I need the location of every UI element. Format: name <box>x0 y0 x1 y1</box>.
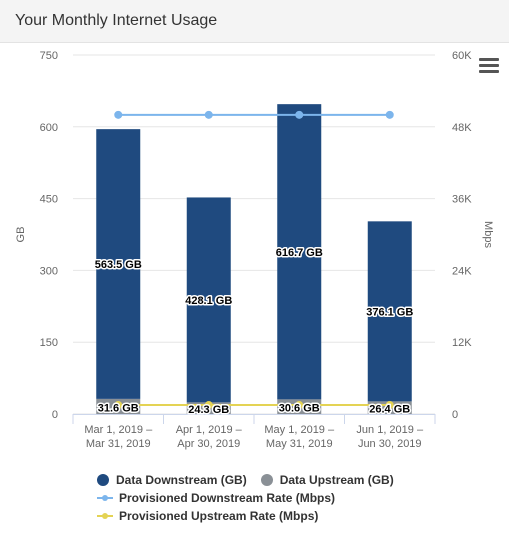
x-tick-label: Jun 30, 2019 <box>358 438 422 450</box>
point-provisioned-downstream <box>114 110 123 119</box>
y-tick-label: 450 <box>40 194 58 206</box>
y2-tick-label: 36K <box>452 194 472 206</box>
x-tick-label: May 1, 2019 – <box>264 424 335 436</box>
data-label-downstream: 616.7 GB <box>276 247 323 259</box>
legend-symbol-prov-up <box>97 510 113 522</box>
y2-axis-title: Mbps <box>482 221 494 248</box>
chart-legend: Data Downstream (GB) Data Upstream (GB) … <box>97 471 477 525</box>
legend-symbol-downstream <box>97 474 109 486</box>
point-provisioned-upstream <box>114 401 123 410</box>
x-tick-label: Mar 1, 2019 – <box>84 424 153 436</box>
data-label-downstream-halo: 563.5 GB <box>95 259 142 271</box>
data-label-downstream-halo: 428.1 GB <box>185 295 232 307</box>
data-label-downstream: 563.5 GB <box>95 259 142 271</box>
y2-tick-label: 60K <box>452 50 472 62</box>
point-provisioned-downstream <box>204 110 213 119</box>
point-provisioned-downstream <box>295 110 304 119</box>
legend-item-provisioned-downstream[interactable]: Provisioned Downstream Rate (Mbps) <box>97 491 335 505</box>
chart-title: Your Monthly Internet Usage <box>15 12 218 29</box>
point-provisioned-upstream <box>295 401 304 410</box>
y-tick-label: 150 <box>40 337 58 349</box>
y2-tick-label: 12K <box>452 337 472 349</box>
point-provisioned-upstream <box>204 401 213 410</box>
y-tick-label: 750 <box>40 50 58 62</box>
bar-data-downstream <box>367 221 412 402</box>
data-label-upstream-halo: 26.4 GB <box>369 404 410 416</box>
data-label-upstream-halo: 24.3 GB <box>188 404 229 416</box>
data-label-upstream-halo: 30.6 GB <box>279 403 320 415</box>
usage-chart: 0 150 300 450 600 750 0 12K 24K 36K 48K 60K GB Mbps Ma… <box>15 50 494 450</box>
y2-tick-label: 24K <box>452 265 472 277</box>
data-label-downstream-halo: 616.7 GB <box>276 247 323 259</box>
legend-symbol-upstream <box>260 474 273 486</box>
legend-label: Data Upstream (GB) <box>279 473 394 487</box>
data-label-downstream: 376.1 GB <box>366 306 413 318</box>
y-tick-label: 300 <box>40 265 58 277</box>
y2-tick-label: 0 <box>452 409 458 421</box>
y-tick-label: 600 <box>40 122 58 134</box>
legend-label: Provisioned Upstream Rate (Mbps) <box>119 509 319 523</box>
legend-item-data-downstream[interactable]: Data Downstream (GB) <box>97 473 247 487</box>
point-provisioned-upstream <box>385 401 394 410</box>
data-label-upstream: 26.4 GB <box>369 404 410 416</box>
legend-item-data-upstream[interactable]: Data Upstream (GB) <box>260 473 394 487</box>
y2-tick-label: 48K <box>452 122 472 134</box>
data-label-downstream-halo: 376.1 GB <box>366 306 413 318</box>
legend-label: Data Downstream (GB) <box>116 473 247 487</box>
y-tick-label: 0 <box>52 409 58 421</box>
data-label-downstream: 428.1 GB <box>185 295 232 307</box>
data-label-upstream-halo: 31.6 GB <box>98 402 139 414</box>
x-tick-label: Apr 1, 2019 – <box>176 424 243 436</box>
data-label-upstream: 31.6 GB <box>98 402 139 414</box>
legend-label: Provisioned Downstream Rate (Mbps) <box>119 491 336 505</box>
bar-data-downstream <box>186 197 231 403</box>
bar-data-downstream <box>96 129 141 399</box>
hamburger-menu-icon[interactable] <box>479 58 499 76</box>
bar-data-downstream <box>277 104 322 400</box>
data-label-upstream: 24.3 GB <box>188 404 229 416</box>
x-tick-label: Jun 1, 2019 – <box>356 424 424 436</box>
x-tick-label: May 31, 2019 <box>266 438 333 450</box>
chart-header: Your Monthly Internet Usage <box>0 0 509 43</box>
x-tick-label: Apr 30, 2019 <box>177 438 240 450</box>
x-tick-label: Mar 31, 2019 <box>86 438 151 450</box>
legend-symbol-prov-down <box>97 492 113 504</box>
point-provisioned-downstream <box>385 110 394 119</box>
data-label-upstream: 30.6 GB <box>279 403 320 415</box>
y-axis-title: GB <box>15 227 27 243</box>
legend-item-provisioned-upstream[interactable]: Provisioned Upstream Rate (Mbps) <box>97 509 318 523</box>
